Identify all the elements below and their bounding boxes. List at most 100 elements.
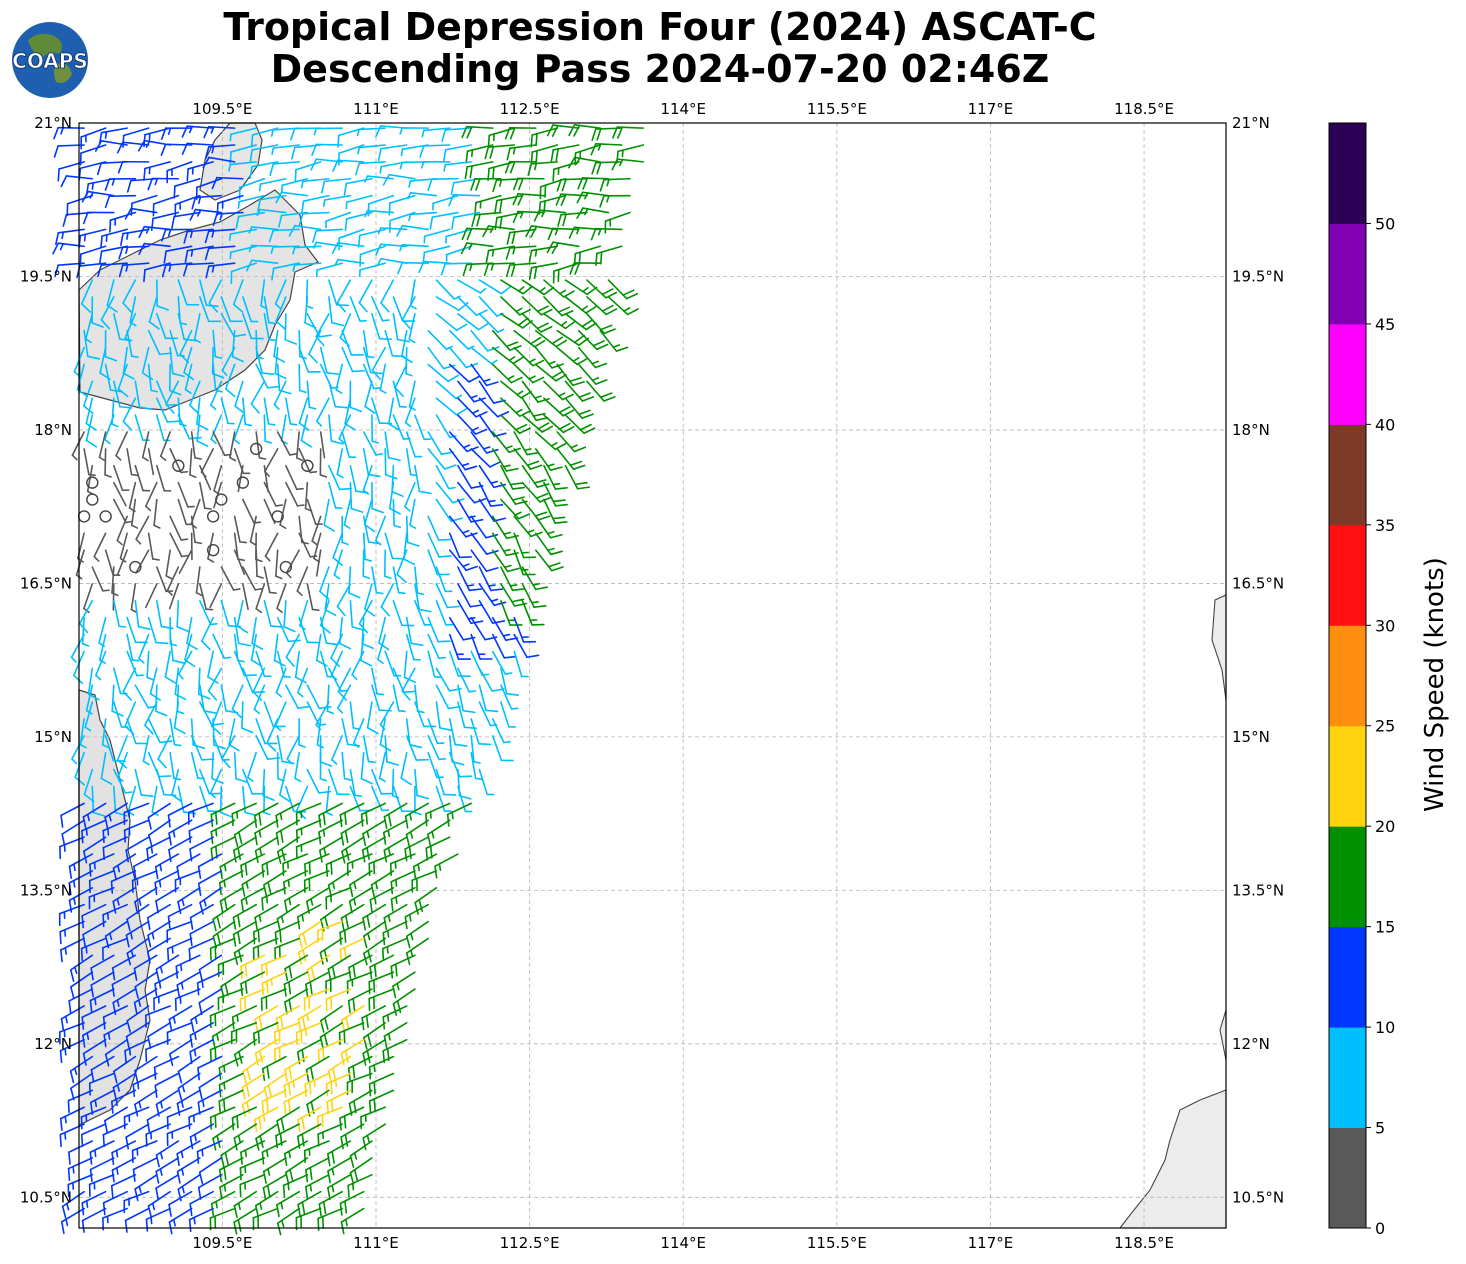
- wind-barb: [159, 431, 171, 462]
- wind-barb: [264, 448, 279, 477]
- wind-barb: [405, 937, 430, 966]
- wind-barb: [285, 549, 300, 579]
- wind-barb: [405, 633, 421, 661]
- wind-barb: [414, 464, 432, 495]
- wind-barb: [340, 1123, 365, 1150]
- colorbar-swatch: [1329, 424, 1366, 526]
- calm-marker: [99, 510, 112, 523]
- wind-barb: [110, 1089, 137, 1114]
- wind-barb: [82, 211, 115, 225]
- wind-barb: [390, 870, 416, 895]
- wind-barb: [457, 414, 488, 435]
- wind-barb: [62, 211, 94, 227]
- wind-barb: [169, 718, 182, 747]
- wind-barb: [521, 380, 551, 403]
- wind-barb: [550, 144, 580, 163]
- wind-barb: [163, 245, 193, 264]
- wind-barb: [435, 498, 464, 522]
- wind-barb: [264, 532, 279, 562]
- wind-barb: [123, 819, 150, 843]
- wind-barb: [145, 1038, 171, 1062]
- wind-barb: [312, 228, 343, 243]
- wind-barb: [298, 363, 307, 394]
- wind-barb: [392, 313, 410, 343]
- wind-barb: [470, 177, 502, 191]
- wind-barb: [448, 650, 471, 677]
- wind-barb: [241, 870, 266, 897]
- wind-barb: [116, 515, 128, 546]
- wind-barb: [111, 566, 119, 597]
- wind-barb: [266, 718, 279, 752]
- wind-barb: [216, 194, 244, 216]
- wind-barb: [189, 920, 214, 947]
- wind-barb: [405, 735, 429, 761]
- wind-barb: [291, 144, 322, 160]
- wind-barb: [104, 549, 121, 577]
- wind-barb: [145, 1123, 171, 1147]
- wind-barb: [174, 988, 201, 1012]
- wind-barb: [193, 313, 201, 344]
- wind-barb: [189, 1123, 214, 1150]
- wind-barb: [284, 887, 309, 914]
- lat-tick-left: 13.5°N: [20, 881, 72, 899]
- wind-barb: [82, 1022, 107, 1048]
- wind-barb: [219, 853, 244, 880]
- wind-barb: [379, 363, 387, 394]
- wind-barb: [297, 1106, 322, 1133]
- wind-barb: [80, 1123, 107, 1147]
- wind-barb: [414, 701, 437, 728]
- wind-barb: [263, 414, 273, 444]
- wind-barb: [253, 684, 266, 715]
- wind-barb: [149, 667, 161, 701]
- wind-barb: [82, 920, 107, 947]
- wind-barb: [478, 414, 507, 438]
- wind-barb: [90, 954, 115, 981]
- wind-barb: [414, 414, 432, 441]
- wind-barb: [283, 971, 309, 997]
- lat-tick-right: 13.5°N: [1232, 881, 1284, 899]
- wind-barb: [521, 279, 555, 296]
- wind-barb: [320, 177, 352, 194]
- wind-barb: [303, 988, 330, 1011]
- wind-barb: [111, 1157, 137, 1183]
- wind-barb: [125, 1022, 150, 1049]
- wind-barb: [156, 464, 172, 492]
- wind-barb: [98, 431, 107, 462]
- lat-tick-left: 18°N: [34, 421, 72, 439]
- wind-barb: [189, 903, 214, 930]
- wind-barb: [326, 1089, 352, 1115]
- wind-barb: [122, 397, 137, 431]
- wind-barb: [427, 431, 454, 456]
- wind-barb: [212, 633, 232, 659]
- wind-barb: [274, 279, 287, 309]
- wind-barb: [155, 887, 180, 914]
- wind-barb: [104, 802, 128, 830]
- wind-barb: [543, 464, 568, 490]
- wind-barb: [405, 616, 424, 647]
- wind-barb: [255, 363, 281, 389]
- wind-barb: [301, 194, 330, 214]
- wind-barb: [254, 819, 279, 846]
- wind-barb: [122, 127, 150, 148]
- wind-barb: [143, 262, 171, 283]
- wind-barb: [448, 549, 479, 572]
- wind-barb: [213, 464, 223, 496]
- wind-barb: [427, 751, 444, 779]
- wind-barb: [111, 1140, 137, 1166]
- wind-barb: [521, 583, 547, 608]
- wind-barb: [339, 937, 365, 963]
- wind-barb: [371, 667, 385, 696]
- wind-barb: [388, 481, 401, 515]
- wind-barb: [68, 1140, 94, 1165]
- wind-barb: [374, 515, 387, 546]
- wind-barb: [435, 701, 453, 732]
- wind-barb: [405, 920, 430, 949]
- wind-barb: [408, 211, 438, 222]
- wind-barb: [208, 279, 223, 313]
- wind-barb: [116, 549, 128, 576]
- wind-barb: [146, 937, 171, 964]
- wind-barb: [557, 211, 588, 227]
- wind-barb: [461, 125, 494, 139]
- wind-barb: [543, 397, 575, 417]
- wind-barb: [346, 971, 373, 994]
